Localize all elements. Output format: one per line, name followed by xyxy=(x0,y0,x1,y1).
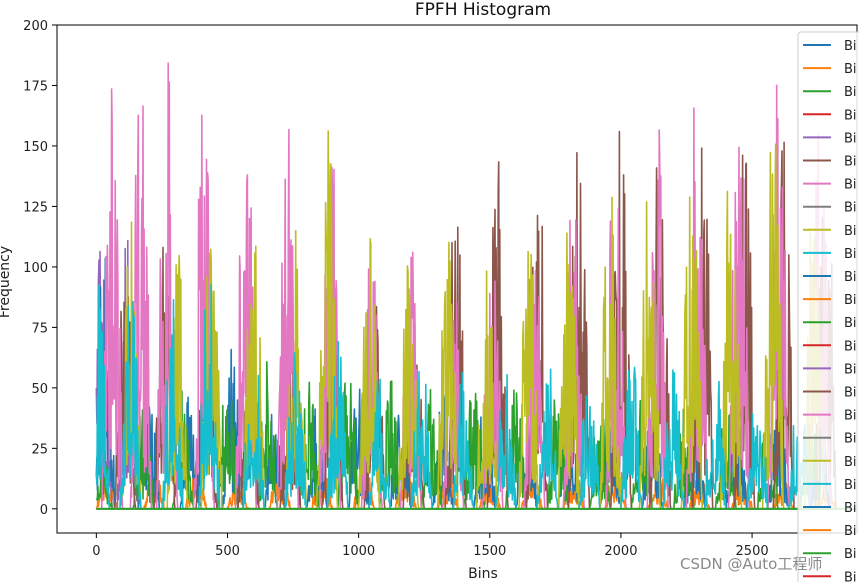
y-tick-label: 200 xyxy=(23,19,48,34)
x-tick-label: 500 xyxy=(215,544,240,559)
legend-label: Bi xyxy=(844,293,857,308)
legend-label: Bi xyxy=(844,131,857,146)
x-tick-label: 1500 xyxy=(473,544,506,559)
y-axis: 0 25 50 75 100 125 150 175 200 xyxy=(23,19,57,518)
legend-label: Bi xyxy=(844,432,857,447)
y-tick-label: 0 xyxy=(40,503,48,518)
legend-label: Bi xyxy=(844,224,857,239)
y-tick-label: 100 xyxy=(23,261,48,276)
x-tick-label: 1000 xyxy=(342,544,375,559)
legend-label: Bi xyxy=(844,155,857,170)
legend-label: Bi xyxy=(844,386,857,401)
y-tick-label: 75 xyxy=(31,321,48,336)
x-tick-label: 0 xyxy=(92,544,100,559)
legend-label: Bi xyxy=(844,501,857,516)
legend: Bi Bi Bi Bi Bi Bi Bi Bi Bi Bi Bi Bi Bi Bi Bi Bi Bi Bi Bi Bi… xyxy=(797,31,859,582)
y-tick-label: 125 xyxy=(23,200,48,215)
x-tick-label: 2500 xyxy=(736,544,769,559)
x-axis-label: Bins xyxy=(468,566,498,582)
legend-label: Bi xyxy=(844,570,857,582)
legend-label: Bi xyxy=(844,178,857,193)
legend-label: Bi xyxy=(844,201,857,216)
legend-label: Bi xyxy=(844,85,857,100)
legend-label: Bi xyxy=(844,108,857,123)
legend-label: Bi xyxy=(844,39,857,54)
legend-label: Bi xyxy=(844,247,857,262)
legend-label: Bi xyxy=(844,362,857,377)
legend-label: Bi xyxy=(844,316,857,331)
watermark: CSDN @Auto工程师 xyxy=(680,555,822,573)
legend-label: Bi xyxy=(844,270,857,285)
x-axis: 0 500 1000 1500 2000 2500 xyxy=(92,533,769,559)
y-tick-label: 25 xyxy=(31,442,48,457)
y-tick-label: 175 xyxy=(23,79,48,94)
y-tick-label: 150 xyxy=(23,140,48,155)
legend-label: Bi xyxy=(844,455,857,470)
legend-label: Bi xyxy=(844,62,857,77)
legend-label: Bi xyxy=(844,409,857,424)
plot-lines xyxy=(95,62,857,510)
y-tick-label: 50 xyxy=(31,382,48,397)
legend-label: Bi xyxy=(844,524,857,539)
legend-label: Bi xyxy=(844,478,857,493)
chart-title: FPFH Histogram xyxy=(415,0,551,20)
x-tick-label: 2000 xyxy=(604,544,637,559)
legend-label: Bi xyxy=(844,547,857,562)
legend-box xyxy=(797,31,859,582)
y-axis-label: Frequency xyxy=(0,246,13,318)
legend-label: Bi xyxy=(844,339,857,354)
